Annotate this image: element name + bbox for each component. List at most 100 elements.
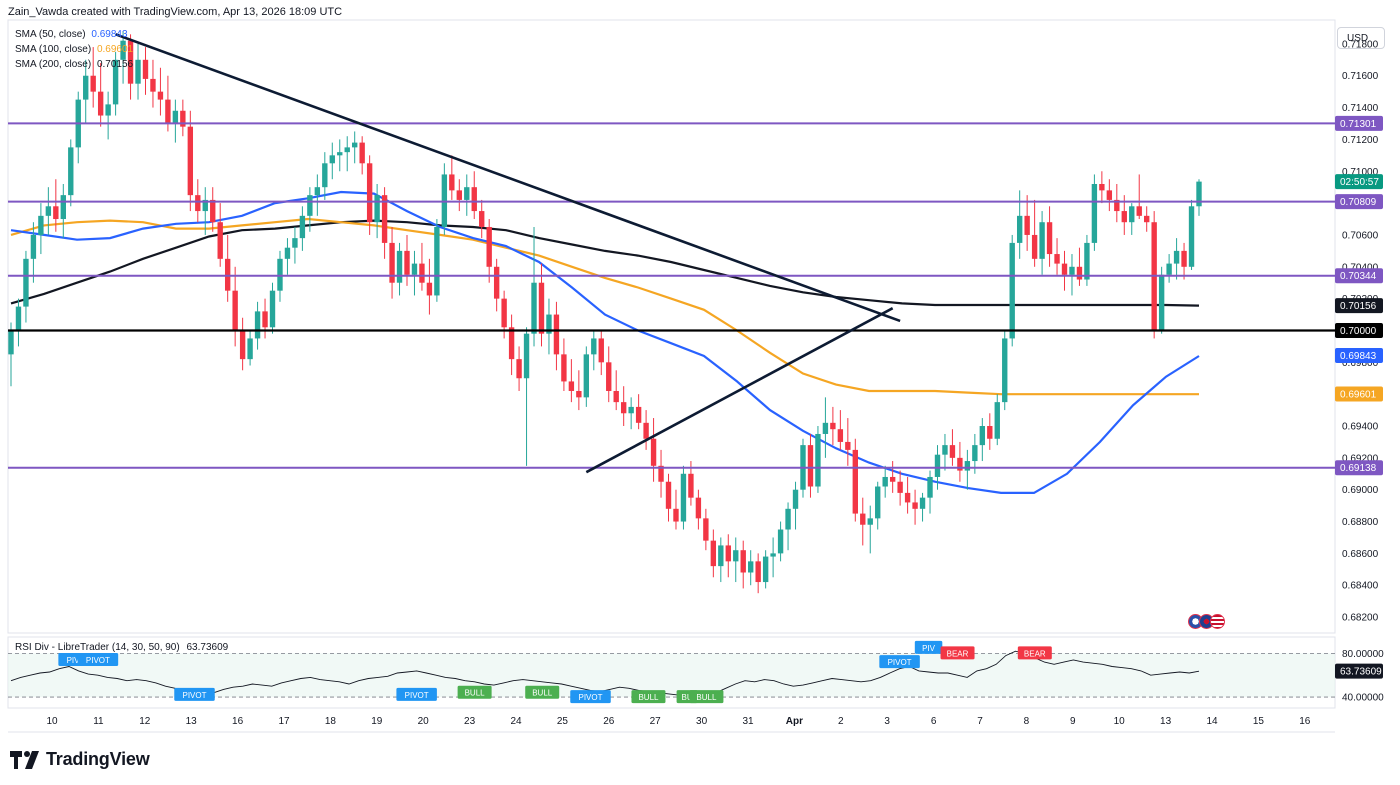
candle [45,187,52,235]
candle-body [210,199,216,223]
candle-body [822,422,829,434]
candle [441,163,448,235]
candle-body [613,390,619,403]
candle-body [665,481,672,509]
candle-body [508,327,515,360]
tradingview-logo[interactable]: TradingView [10,749,150,770]
rsi-signal-label: BU [682,693,693,702]
rsi-signal-pivot: PIVOT [396,687,437,701]
price-level-tag [1335,194,1383,210]
candle [1061,250,1068,291]
candle [307,187,313,232]
candle-body [456,190,462,200]
candle-body [493,266,500,299]
candle [1091,174,1098,251]
time-axis-tick-label: 26 [603,716,615,727]
rsi-signal-badge [879,655,920,669]
candle-body [830,422,836,430]
candle [23,250,29,323]
rsi-signal-label: PIVOT [888,658,912,667]
candle [68,139,74,207]
candle-body [949,445,956,458]
candle [546,298,552,355]
candle [1084,234,1090,286]
legend-sma-100-label: SMA (100, close) [15,44,92,55]
rsi-value-tag [1335,663,1383,679]
legend-sma-100[interactable]: SMA (100, close) 0.69601 [15,44,133,55]
candle-body [135,59,141,84]
candle-body [411,263,418,275]
economic-events[interactable] [1188,614,1225,629]
price-axis-tick-label: 0.68200 [1342,613,1379,624]
candle-body [553,314,560,355]
price-level-tag [1335,322,1383,338]
candle-body [1173,250,1180,264]
candle-body [845,441,851,450]
candle-body [284,247,291,259]
candle-body [1106,190,1113,200]
candle [1173,238,1180,280]
candle [202,187,208,235]
rsi-signal-label: PIVOT [579,693,603,702]
legend-sma-50-label: SMA (50, close) [15,29,86,40]
candle-body [337,152,343,156]
price-level-tag-label: 0.70000 [1340,326,1377,337]
candle [583,346,590,407]
candle-body [83,75,89,100]
candle-body [60,195,66,220]
candle-body [97,91,104,116]
candle-body [606,362,612,391]
candle-body [852,449,858,514]
candle-body [1069,266,1075,275]
rsi-signal-bull: BULL [457,685,492,699]
candle-body [1024,215,1030,235]
candle-body [359,142,365,164]
currency-button[interactable]: USD [1337,27,1385,49]
price-axis-tick-label: 0.68800 [1342,517,1379,528]
candle [994,394,1000,446]
brand-name: TradingView [46,749,150,769]
price-axis-tick-label: 0.68400 [1342,581,1379,592]
time-axis-tick-label: 18 [325,716,337,727]
price-tag-label: 0.70156 [1340,301,1377,312]
candle [1196,179,1202,216]
candle [75,91,81,164]
time-axis-tick-label: 31 [742,716,754,727]
candle-body [105,104,111,116]
candle [628,397,634,430]
time-axis-tick-label: 13 [186,716,198,727]
flag-icon[interactable] [1210,614,1225,629]
candle-body [30,234,37,259]
candle-body [1114,199,1120,212]
candle [165,75,171,132]
candle-body [374,195,380,223]
legend-sma-50[interactable]: SMA (50, close) 0.69843 [15,29,128,40]
candle-body [434,226,440,296]
candle [1114,183,1120,223]
rsi-legend[interactable]: RSI Div - LibreTrader (14, 30, 50, 90) 6… [15,642,228,653]
candle-body [404,250,410,275]
candle-body [45,206,52,216]
price-tag-label: 0.69601 [1340,390,1377,401]
candle [172,99,179,143]
time-axis-tick-label: 3 [884,716,890,727]
candle-body [1054,254,1060,264]
price-axis-tick-label: 0.71200 [1342,135,1379,146]
rsi-signal-pivot: PIVOT [879,655,920,669]
candle [456,179,462,212]
candle [90,47,96,108]
time-axis-tick-label: 9 [1070,716,1076,727]
rsi-signal-pivot: PIVOT [77,652,119,666]
candle-body [957,457,963,471]
price-axis-tick-label: 0.69800 [1342,358,1379,369]
candle-body [254,311,261,339]
legend-sma-200[interactable]: SMA (200, close) 0.70156 [15,59,133,70]
candle [38,203,44,255]
candle [875,481,881,530]
candle-body [269,290,276,328]
candle-body [912,502,918,509]
rsi-axis-tick-label: 80.00000 [1342,649,1384,660]
time-axis-tick-label: 6 [931,716,937,727]
candle-body [807,445,814,487]
